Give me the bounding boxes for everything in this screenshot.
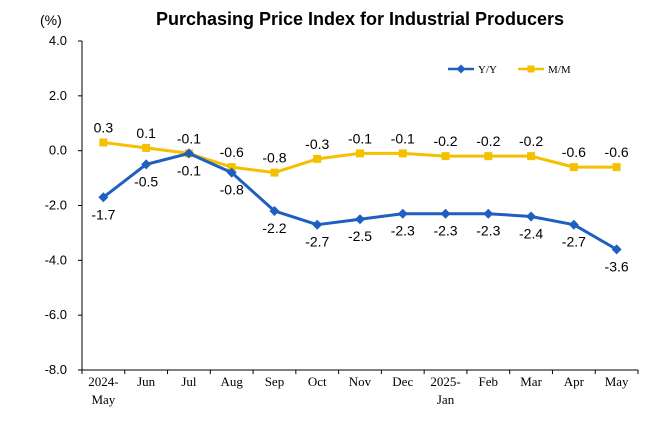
point-m-m	[227, 163, 236, 172]
y-tick-label: 2.0	[49, 88, 67, 103]
point-y-y	[226, 167, 237, 178]
axes: 4.0 2.0 0.0 -2.0 -4.0 -6.0 -8.0 2024-May Jun Jul A…	[45, 33, 639, 407]
data-label-y-y: -3.6	[605, 258, 629, 274]
data-label-y-y: -2.2	[262, 220, 286, 236]
point-m-m	[270, 168, 279, 177]
data-label-y-y: -1.7	[91, 206, 115, 222]
point-y-y	[440, 208, 451, 219]
point-m-m	[313, 154, 322, 163]
data-label-m-m: -0.2	[519, 133, 543, 149]
x-tick-label: Jun	[137, 374, 156, 389]
point-y-y	[312, 219, 323, 230]
data-label-m-m: -0.3	[305, 136, 329, 152]
data-label-y-y: -2.3	[476, 223, 500, 239]
point-y-y	[269, 205, 280, 216]
x-tick-label: May	[605, 374, 629, 389]
legend: Y/Y M/M	[448, 64, 571, 76]
series-layer	[98, 138, 622, 255]
data-label-m-m: -0.1	[177, 130, 201, 146]
data-label-y-y: -0.1	[177, 162, 201, 178]
point-y-y	[611, 244, 622, 255]
data-label-m-m: -0.6	[220, 144, 244, 160]
point-y-y	[568, 219, 579, 230]
data-label-m-m: -0.8	[262, 150, 286, 166]
y-tick-label: 0.0	[49, 143, 67, 158]
data-label-m-m: -0.1	[348, 130, 372, 146]
x-tick-label: Mar	[520, 374, 542, 389]
data-label-m-m: -0.1	[391, 130, 415, 146]
y-tick-label: -4.0	[45, 252, 67, 267]
point-m-m	[441, 152, 450, 161]
data-label-m-m: -0.6	[605, 144, 629, 160]
data-label-m-m: -0.2	[476, 133, 500, 149]
y-tick-label: -2.0	[45, 198, 67, 213]
point-y-y	[483, 208, 494, 219]
point-m-m	[142, 143, 151, 152]
data-labels: 0.3 0.1 -0.1 -0.6 -0.8 -0.3 -0.1 -0.1 -0.2 -0.2 -0…	[91, 119, 629, 274]
chart-title: Purchasing Price Index for Industrial Pr…	[156, 9, 564, 29]
data-label-y-y: -0.8	[220, 182, 244, 198]
x-tick-label: Nov	[349, 374, 372, 389]
point-m-m	[356, 149, 364, 158]
point-y-y	[98, 192, 109, 203]
point-m-m	[569, 163, 578, 172]
point-m-m	[398, 149, 407, 158]
x-tick-label: 2024-May	[88, 374, 118, 407]
x-tick-label: Jul	[181, 374, 197, 389]
data-label-y-y: -2.7	[562, 234, 586, 250]
legend-label-y-y: Y/Y	[478, 64, 497, 76]
point-m-m	[99, 138, 108, 147]
y-axis-unit: (%)	[40, 12, 62, 28]
x-tick-label: Apr	[564, 374, 585, 389]
data-label-y-y: -0.5	[134, 173, 158, 189]
x-tick-label: 2025-Jan	[430, 374, 460, 407]
data-label-y-y: -2.5	[348, 228, 372, 244]
point-y-y	[183, 148, 194, 159]
y-tick-label: -8.0	[45, 362, 67, 377]
data-label-y-y: -2.4	[519, 225, 543, 241]
legend-marker-y-y	[456, 64, 466, 74]
x-tick-label: Feb	[479, 374, 499, 389]
data-label-y-y: -2.3	[433, 223, 457, 239]
data-label-m-m: 0.3	[94, 119, 114, 135]
point-m-m	[484, 152, 493, 161]
y-tick-label: -6.0	[45, 307, 67, 322]
point-m-m	[527, 152, 536, 161]
data-label-y-y: -2.3	[391, 223, 415, 239]
point-m-m	[612, 163, 621, 172]
legend-marker-m-m	[527, 65, 535, 73]
x-tick-label: Aug	[220, 374, 243, 389]
data-label-m-m: 0.1	[136, 125, 156, 141]
point-y-y	[526, 211, 537, 222]
point-y-y	[141, 159, 152, 170]
data-label-y-y: -2.7	[305, 234, 329, 250]
data-label-m-m: -0.2	[433, 133, 457, 149]
y-tick-label: 4.0	[49, 33, 67, 48]
x-tick-label: Dec	[392, 374, 413, 389]
x-tick-label: Sep	[265, 374, 285, 389]
legend-label-m-m: M/M	[548, 64, 571, 76]
point-y-y	[355, 214, 365, 225]
x-tick-label: Oct	[308, 374, 327, 389]
data-label-m-m: -0.6	[562, 144, 586, 160]
point-y-y	[397, 208, 408, 219]
